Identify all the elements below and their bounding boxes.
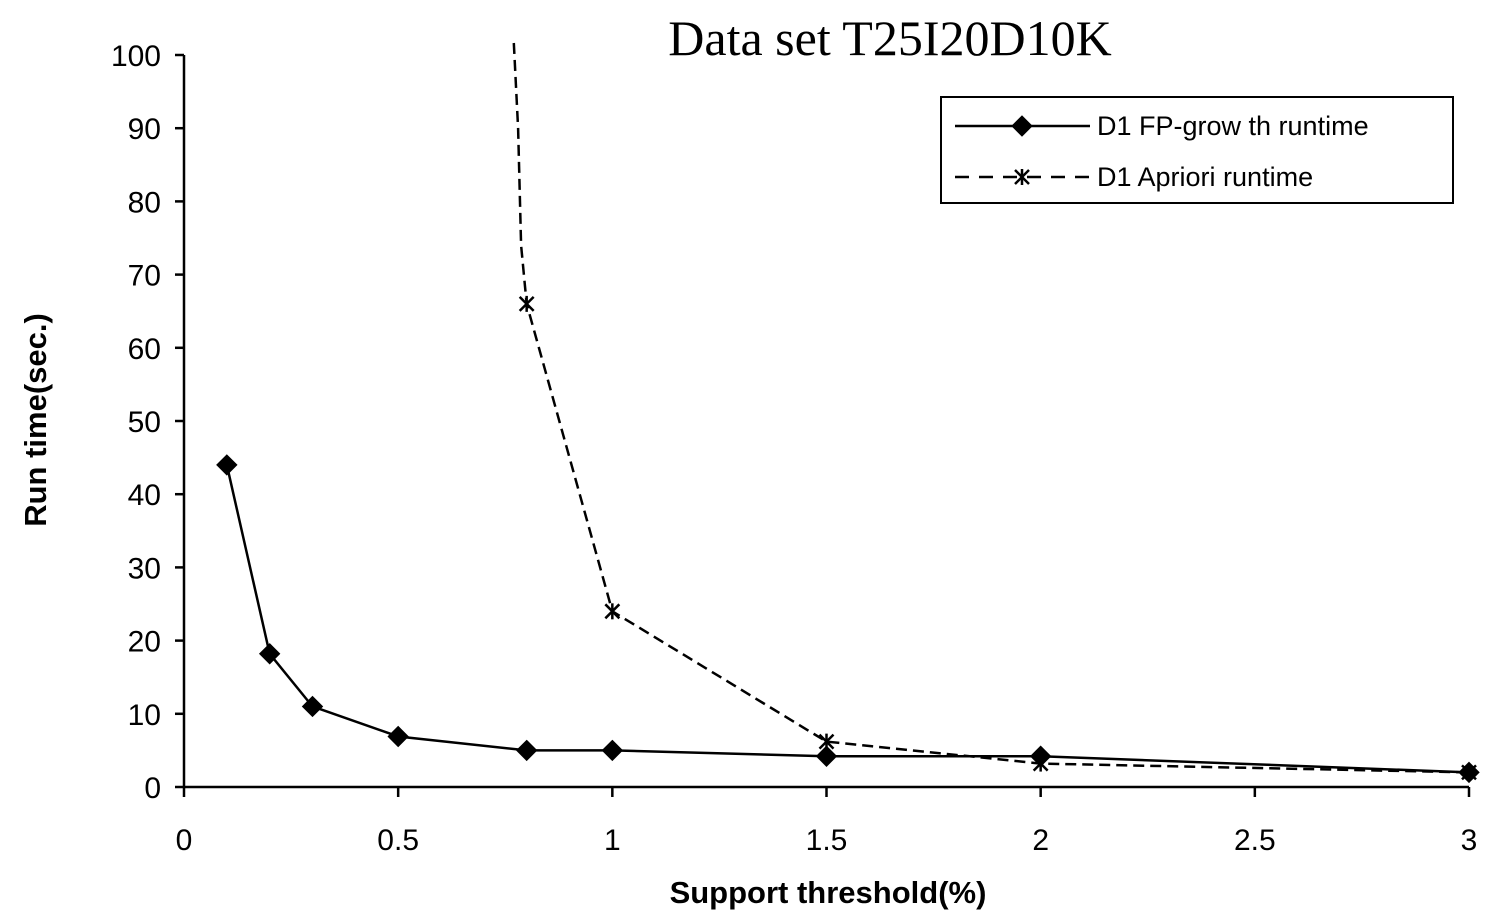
x-tick-label: 2.5 [1234,824,1276,857]
y-tick-label: 40 [128,479,161,512]
data-point-diamond [515,739,538,762]
data-point-diamond [1458,761,1480,784]
y-tick-label: 20 [128,626,161,659]
legend-box [940,96,1454,204]
y-tick-label: 30 [128,552,161,585]
y-tick-label: 70 [128,260,161,293]
data-point-diamond [1029,745,1052,767]
data-point-diamond [216,454,238,476]
legend-label-apriori: D1 Apriori runtime [1097,162,1313,192]
x-tick-label: 1.5 [806,824,848,857]
y-tick-label: 60 [128,333,161,366]
x-tick-label: 2 [1032,824,1049,857]
data-point-diamond [301,695,324,718]
legend: D1 FP-grow th runtime D1 Apriori runtime [940,96,1454,204]
legend-label-fp-growth: D1 FP-grow th runtime [1097,111,1369,141]
series-line-fp-growth [225,464,1470,774]
axes: 0 10 20 30 40 50 60 70 80 90 100 0 0.5 1 1.5 2 2.5 3 [111,40,1477,857]
x-axis-label: Support threshold(%) [670,875,987,910]
y-tick-label: 80 [128,186,161,219]
data-point-diamond [387,725,409,748]
y-tick-label: 90 [128,113,161,146]
y-tick-label: 10 [128,699,161,732]
data-point-diamond [601,739,624,762]
data-point-asterisk [604,603,621,620]
series-line-apriori [512,42,1470,774]
y-tick-label: 100 [111,40,161,73]
y-axis-label: Run time(sec.) [18,313,53,527]
plot-area [216,42,1480,784]
y-tick-label: 50 [128,406,161,439]
data-point-asterisk [1014,169,1030,185]
data-point-asterisk [518,295,535,312]
x-tick-label: 3 [1461,824,1478,857]
data-point-diamond [815,745,838,767]
x-tick-label: 1 [604,824,621,857]
data-point-diamond [1011,115,1033,137]
data-point-diamond [258,643,281,665]
chart-title: Data set T25I20D10K [668,10,1111,66]
x-tick-label: 0.5 [377,824,419,857]
y-tick-label: 0 [144,772,161,805]
x-tick-label: 0 [176,824,193,857]
